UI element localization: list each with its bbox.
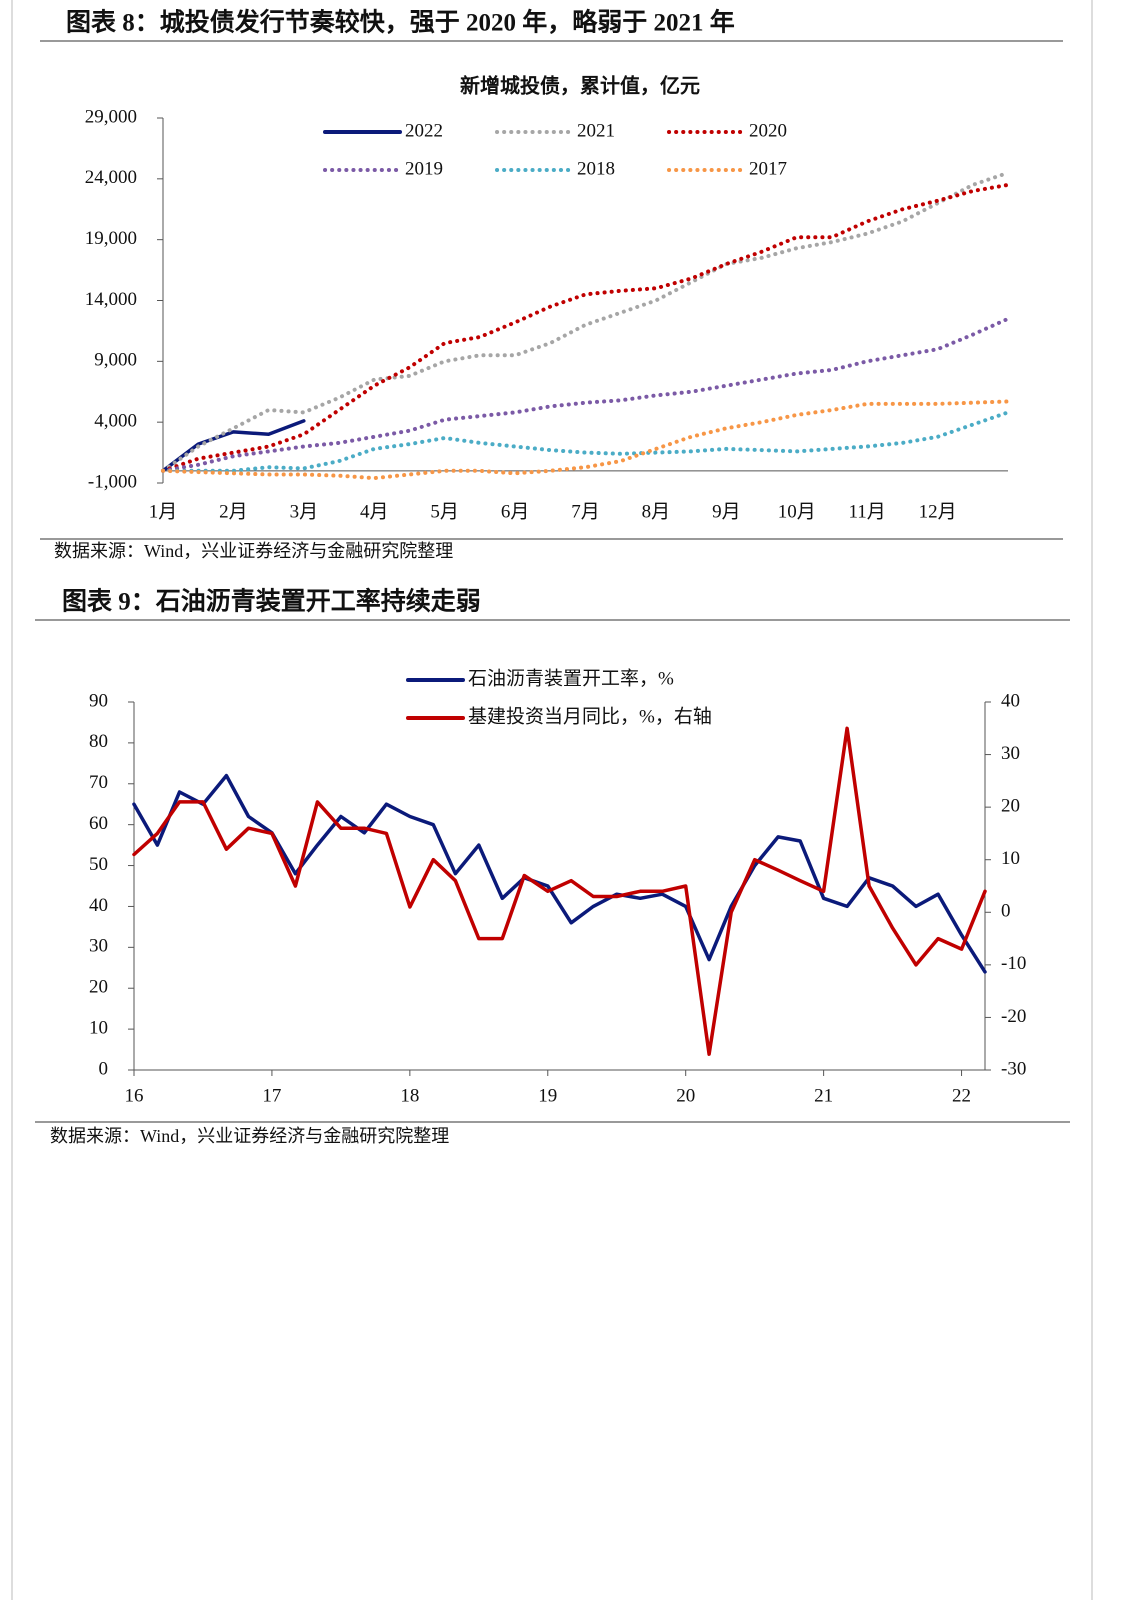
y2-tick-label: 40 bbox=[1001, 690, 1020, 711]
x-tick-label: 10月 bbox=[778, 501, 816, 522]
x-tick-label: 9月 bbox=[712, 501, 741, 522]
x-tick-label: 12月 bbox=[919, 501, 957, 522]
x-tick-label: 18 bbox=[400, 1085, 419, 1106]
y2-tick-label: -30 bbox=[1001, 1058, 1026, 1079]
series-line bbox=[132, 726, 987, 1056]
y-tick-label: 19,000 bbox=[85, 228, 137, 249]
y-tick-label: 0 bbox=[99, 1058, 109, 1079]
y-tick-label: 9,000 bbox=[94, 350, 137, 371]
y-tick-label: -1,000 bbox=[88, 471, 137, 492]
x-tick-label: 2月 bbox=[219, 501, 248, 522]
x-tick-label: 16 bbox=[125, 1085, 144, 1106]
legend-label: 基建投资当月同比，%，右轴 bbox=[468, 705, 712, 727]
y-tick-label: 50 bbox=[89, 854, 108, 875]
x-tick-label: 1月 bbox=[149, 501, 178, 522]
legend-label: 2022 bbox=[405, 120, 443, 141]
y-tick-label: 4,000 bbox=[94, 411, 137, 432]
y-tick-label: 14,000 bbox=[85, 289, 137, 310]
x-tick-label: 20 bbox=[676, 1085, 695, 1106]
y-tick-label: 80 bbox=[89, 731, 108, 752]
y2-tick-label: 10 bbox=[1001, 848, 1020, 869]
x-tick-label: 11月 bbox=[849, 501, 886, 522]
y2-tick-label: -10 bbox=[1001, 953, 1026, 974]
legend-label: 2020 bbox=[749, 120, 787, 141]
x-tick-label: 19 bbox=[538, 1085, 557, 1106]
y2-tick-label: 30 bbox=[1001, 743, 1020, 764]
y-tick-label: 70 bbox=[89, 772, 108, 793]
y-tick-label: 30 bbox=[89, 936, 108, 957]
legend-label: 2018 bbox=[577, 158, 615, 179]
x-tick-label: 21 bbox=[814, 1085, 833, 1106]
x-tick-label: 6月 bbox=[501, 501, 530, 522]
x-tick-label: 5月 bbox=[430, 501, 459, 522]
x-tick-label: 3月 bbox=[290, 501, 319, 522]
y-tick-label: 29,000 bbox=[85, 106, 137, 127]
series-line bbox=[161, 399, 1010, 481]
y-tick-label: 40 bbox=[89, 895, 108, 916]
x-tick-label: 17 bbox=[262, 1085, 281, 1106]
y2-tick-label: -20 bbox=[1001, 1006, 1026, 1027]
source-note: 数据来源：Wind，兴业证券经济与金融研究院整理 bbox=[50, 1126, 449, 1146]
figure-caption: 图表 9：石油沥青装置开工率持续走弱 bbox=[62, 587, 481, 616]
x-tick-label: 4月 bbox=[360, 501, 389, 522]
y-tick-label: 24,000 bbox=[85, 167, 137, 188]
y-tick-label: 20 bbox=[89, 977, 108, 998]
series-line bbox=[161, 316, 1010, 473]
series-line bbox=[161, 410, 1010, 473]
y2-tick-label: 0 bbox=[1001, 901, 1011, 922]
series-line bbox=[161, 182, 1010, 473]
x-tick-label: 8月 bbox=[642, 501, 671, 522]
x-tick-label: 22 bbox=[952, 1085, 971, 1106]
source-note: 数据来源：Wind，兴业证券经济与金融研究院整理 bbox=[54, 541, 453, 561]
y-tick-label: 60 bbox=[89, 813, 108, 834]
chart-title: 新增城投债，累计值，亿元 bbox=[460, 74, 700, 98]
legend-label: 2021 bbox=[577, 120, 615, 141]
series-line bbox=[161, 170, 1010, 473]
y2-tick-label: 20 bbox=[1001, 796, 1020, 817]
y-tick-label: 10 bbox=[89, 1017, 108, 1038]
legend-label: 石油沥青装置开工率，% bbox=[468, 667, 674, 689]
x-tick-label: 7月 bbox=[571, 501, 600, 522]
y-tick-label: 90 bbox=[89, 690, 108, 711]
legend-label: 2017 bbox=[749, 158, 787, 179]
legend-label: 2019 bbox=[405, 158, 443, 179]
figure-caption: 图表 8：城投债发行节奏较快，强于 2020 年，略弱于 2021 年 bbox=[66, 8, 735, 37]
